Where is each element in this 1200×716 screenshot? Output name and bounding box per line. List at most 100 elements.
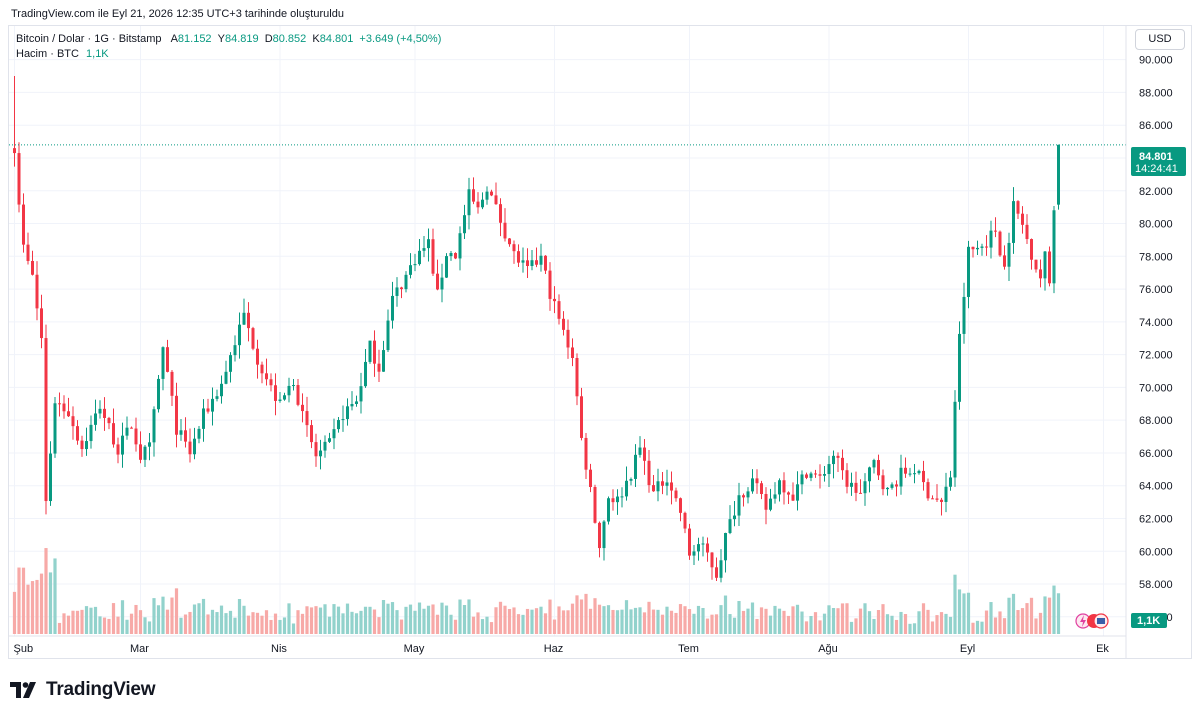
candle-body (161, 347, 165, 379)
candle-body (332, 429, 336, 439)
volume-bar (903, 614, 908, 634)
volume-bar (683, 606, 687, 634)
volume-bar (962, 593, 966, 634)
candle-body (1012, 201, 1015, 243)
candle-body (904, 467, 907, 474)
x-tick-label: Ek (1096, 643, 1109, 655)
volume-bar (1002, 618, 1007, 634)
volume-bar (561, 610, 566, 634)
currency-button[interactable]: USD (1135, 29, 1185, 50)
volume-bar (998, 611, 1002, 634)
candle-body (1030, 239, 1033, 260)
candle-body (935, 498, 939, 500)
candle-body (877, 460, 880, 476)
volume-bar (827, 605, 831, 634)
tradingview-logo[interactable]: TradingView (10, 679, 156, 701)
volume-bar (669, 610, 674, 634)
volume-bar (291, 623, 296, 634)
volume-bar (233, 617, 237, 634)
candle-body (827, 464, 831, 475)
volume-bar (318, 607, 323, 634)
x-tick-label: Nis (271, 643, 287, 655)
legend-volume: 1,1K (86, 48, 109, 60)
candle-body (544, 255, 547, 271)
candle-body (458, 233, 462, 259)
candle-body (688, 528, 691, 556)
candle-body (413, 264, 417, 266)
candle-body (422, 248, 426, 251)
volume-bar (935, 615, 939, 634)
volume-bar (566, 610, 570, 634)
candlesticks[interactable] (13, 76, 1060, 583)
price-badge-value: 84.801 (1139, 151, 1173, 163)
candle-body (737, 495, 741, 516)
candle-body (809, 473, 813, 478)
candle-body (868, 467, 871, 482)
volume-bar (719, 605, 723, 634)
candle-body (148, 442, 151, 447)
legend-symbol[interactable]: Bitcoin / Dolar · 1G · Bitstamp (16, 33, 162, 45)
volume-bar (242, 605, 246, 634)
volume-bar (723, 595, 728, 634)
volume-bar (26, 584, 30, 634)
legend-volume-label[interactable]: Hacim · BTC (16, 48, 79, 60)
candle-body (184, 430, 187, 442)
candle-body (566, 329, 570, 348)
candle-body (170, 371, 174, 396)
volume-bar (138, 610, 143, 634)
candle-body (58, 403, 61, 405)
candle-body (764, 494, 768, 510)
volume-bar (399, 619, 404, 634)
candle-body (706, 543, 709, 553)
time-axis[interactable]: Şub Mar Nis May Haz Tem Ağu Eyl Ek (14, 643, 1110, 655)
candle-body (679, 498, 682, 513)
candle-body (98, 408, 102, 414)
volume-bar (917, 611, 921, 634)
candle-body (436, 273, 439, 290)
candle-body (836, 455, 840, 458)
candle-body (980, 246, 984, 248)
candle-body (346, 406, 349, 420)
volume-bar (737, 601, 741, 634)
volume-bar (336, 606, 341, 634)
volume-bar (863, 603, 867, 634)
candle-body (179, 430, 183, 435)
candle-body (121, 435, 124, 455)
volume-bar (98, 616, 102, 634)
volume-bar (228, 610, 233, 634)
volume-badge: 1,1K (1131, 613, 1167, 628)
candle-body (967, 246, 970, 297)
volume-bar (237, 599, 242, 634)
price-axis[interactable]: 90.00088.00086.00084.00082.00080.00078.0… (1139, 55, 1173, 624)
candle-body (715, 567, 718, 578)
lightning-icon (1080, 615, 1086, 627)
candle-body (323, 441, 327, 451)
event-markers[interactable] (1075, 613, 1109, 629)
legend-high: 84.819 (224, 33, 259, 45)
candle-body (125, 427, 129, 436)
volume-bar (593, 598, 597, 634)
candle-body (40, 308, 43, 339)
y-tick-label: 78.000 (1139, 251, 1173, 263)
candle-body (760, 483, 763, 495)
volume-bar (471, 616, 476, 634)
volume-bar (102, 617, 107, 634)
candle-body (872, 460, 876, 468)
volume-bar (579, 599, 584, 634)
y-tick-label: 82.000 (1139, 186, 1173, 198)
volume-bar (219, 605, 224, 634)
volume-bar (84, 606, 89, 634)
legend-high-label: Y (217, 33, 225, 45)
volume-bar (705, 618, 710, 634)
volume-bar (462, 605, 467, 634)
volume-bar (503, 605, 507, 634)
candle-body (359, 386, 363, 402)
candle-body (643, 447, 646, 461)
candle-body (782, 480, 786, 493)
candle-body (611, 498, 615, 503)
volume-bar (282, 617, 287, 634)
volume-bar (485, 616, 489, 634)
candle-body (278, 399, 282, 401)
legend-low: 80.852 (272, 33, 307, 45)
